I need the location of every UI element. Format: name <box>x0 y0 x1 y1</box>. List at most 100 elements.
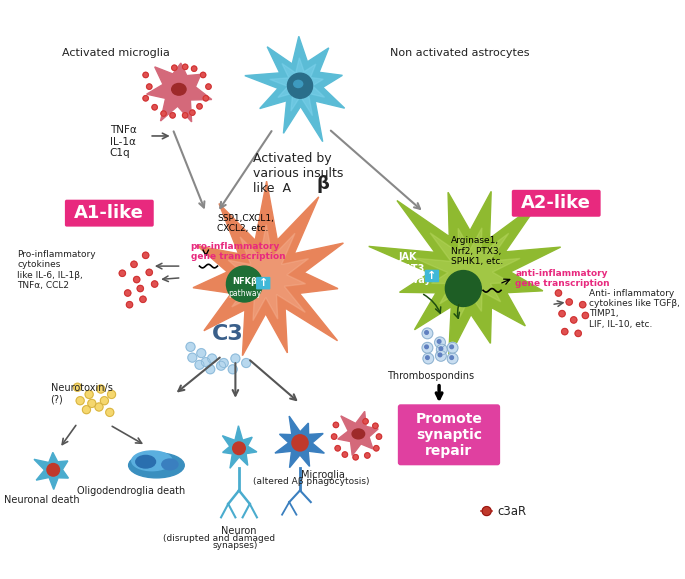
Polygon shape <box>414 228 520 320</box>
Circle shape <box>95 403 103 411</box>
Ellipse shape <box>136 456 155 468</box>
Circle shape <box>206 365 215 374</box>
Circle shape <box>137 285 143 292</box>
Text: β: β <box>316 174 329 193</box>
Circle shape <box>292 435 308 451</box>
Circle shape <box>105 408 114 416</box>
Circle shape <box>556 290 562 296</box>
Circle shape <box>376 434 382 439</box>
Circle shape <box>364 453 370 458</box>
Polygon shape <box>147 63 212 122</box>
Ellipse shape <box>162 459 178 470</box>
Ellipse shape <box>172 83 186 95</box>
Circle shape <box>170 113 175 118</box>
Text: A2-like: A2-like <box>521 195 590 212</box>
Circle shape <box>197 349 205 358</box>
Circle shape <box>143 72 149 78</box>
Circle shape <box>231 354 240 363</box>
Text: NFKβ: NFKβ <box>232 277 257 286</box>
Text: SSP1,CXCL1,
CXCL2, etc.: SSP1,CXCL1, CXCL2, etc. <box>217 214 274 233</box>
Circle shape <box>206 84 211 89</box>
Circle shape <box>188 353 197 362</box>
Circle shape <box>571 317 577 323</box>
Text: pro-inflammatory
gene transcription: pro-inflammatory gene transcription <box>190 242 285 261</box>
Circle shape <box>152 105 158 110</box>
Circle shape <box>450 345 453 349</box>
Text: Microglia: Microglia <box>301 470 345 480</box>
Text: Anti- inflammatory
cytokines like TGFβ,
TIMP1,
LIF, IL-10, etc.: Anti- inflammatory cytokines like TGFβ, … <box>589 288 680 329</box>
Circle shape <box>373 446 379 451</box>
Text: Activated microglia: Activated microglia <box>62 48 170 58</box>
Circle shape <box>203 96 208 101</box>
Circle shape <box>147 84 152 89</box>
Circle shape <box>559 310 565 317</box>
Circle shape <box>182 113 188 118</box>
Circle shape <box>126 302 133 308</box>
Circle shape <box>288 73 312 98</box>
Circle shape <box>580 302 586 308</box>
Circle shape <box>575 330 582 336</box>
Circle shape <box>197 104 202 109</box>
Text: Arginase1,
Nrf2, PTX3,
SPHK1, etc.: Arginase1, Nrf2, PTX3, SPHK1, etc. <box>451 236 503 266</box>
Circle shape <box>423 353 434 364</box>
Circle shape <box>125 290 131 296</box>
Text: TNFα
IL-1α
C1q: TNFα IL-1α C1q <box>110 125 136 159</box>
Circle shape <box>425 345 428 349</box>
Text: C3: C3 <box>212 324 244 345</box>
Circle shape <box>233 442 245 455</box>
Circle shape <box>201 72 206 78</box>
Text: Neuron: Neuron <box>221 526 257 536</box>
Circle shape <box>434 337 445 348</box>
Text: A1-like: A1-like <box>74 204 144 222</box>
Circle shape <box>119 270 125 276</box>
Circle shape <box>47 464 60 476</box>
Text: c3aR: c3aR <box>497 504 527 518</box>
Text: Oligodendroglia death: Oligodendroglia death <box>77 486 186 496</box>
Circle shape <box>333 422 338 428</box>
Circle shape <box>422 328 433 339</box>
Circle shape <box>425 331 428 334</box>
Circle shape <box>190 110 195 115</box>
Text: Promote
synaptic
repair: Promote synaptic repair <box>416 412 482 458</box>
Polygon shape <box>338 411 378 456</box>
Text: synapses): synapses) <box>213 541 258 549</box>
Circle shape <box>85 390 93 398</box>
Circle shape <box>100 397 108 405</box>
Text: Non activated astrocytes: Non activated astrocytes <box>390 48 530 58</box>
Text: (disrupted and damaged: (disrupted and damaged <box>163 533 275 543</box>
Text: Neuronal death: Neuronal death <box>3 495 79 505</box>
Circle shape <box>582 312 588 318</box>
Circle shape <box>131 261 137 267</box>
Circle shape <box>425 356 429 360</box>
Circle shape <box>161 111 166 116</box>
Polygon shape <box>34 452 68 489</box>
Circle shape <box>439 347 443 350</box>
Circle shape <box>195 360 204 369</box>
Circle shape <box>182 64 188 69</box>
Ellipse shape <box>352 429 364 439</box>
Circle shape <box>447 353 458 364</box>
FancyBboxPatch shape <box>398 404 500 466</box>
Text: Thrombospondins: Thrombospondins <box>386 371 474 381</box>
Circle shape <box>436 344 447 355</box>
Polygon shape <box>270 58 325 116</box>
Text: Pro-inflammatory
cytokines
like IL-6, IL-1β,
TNFα, CCL2: Pro-inflammatory cytokines like IL-6, IL… <box>17 250 96 290</box>
FancyBboxPatch shape <box>256 277 271 290</box>
Circle shape <box>373 423 378 428</box>
Text: anti-inflammatory
gene transcription: anti-inflammatory gene transcription <box>515 269 610 288</box>
Circle shape <box>186 342 195 351</box>
Circle shape <box>353 455 358 460</box>
Circle shape <box>82 406 90 414</box>
Ellipse shape <box>294 80 303 87</box>
Ellipse shape <box>132 451 172 471</box>
Circle shape <box>76 397 84 405</box>
Circle shape <box>201 358 210 367</box>
Text: (altered Aβ phagocytosis): (altered Aβ phagocytosis) <box>253 477 369 486</box>
Polygon shape <box>245 36 345 142</box>
Circle shape <box>482 507 491 515</box>
Circle shape <box>422 342 433 353</box>
Text: Activated by
various insults
like  A: Activated by various insults like A <box>253 152 344 195</box>
Circle shape <box>151 281 158 287</box>
Polygon shape <box>193 181 343 356</box>
Circle shape <box>219 358 228 368</box>
